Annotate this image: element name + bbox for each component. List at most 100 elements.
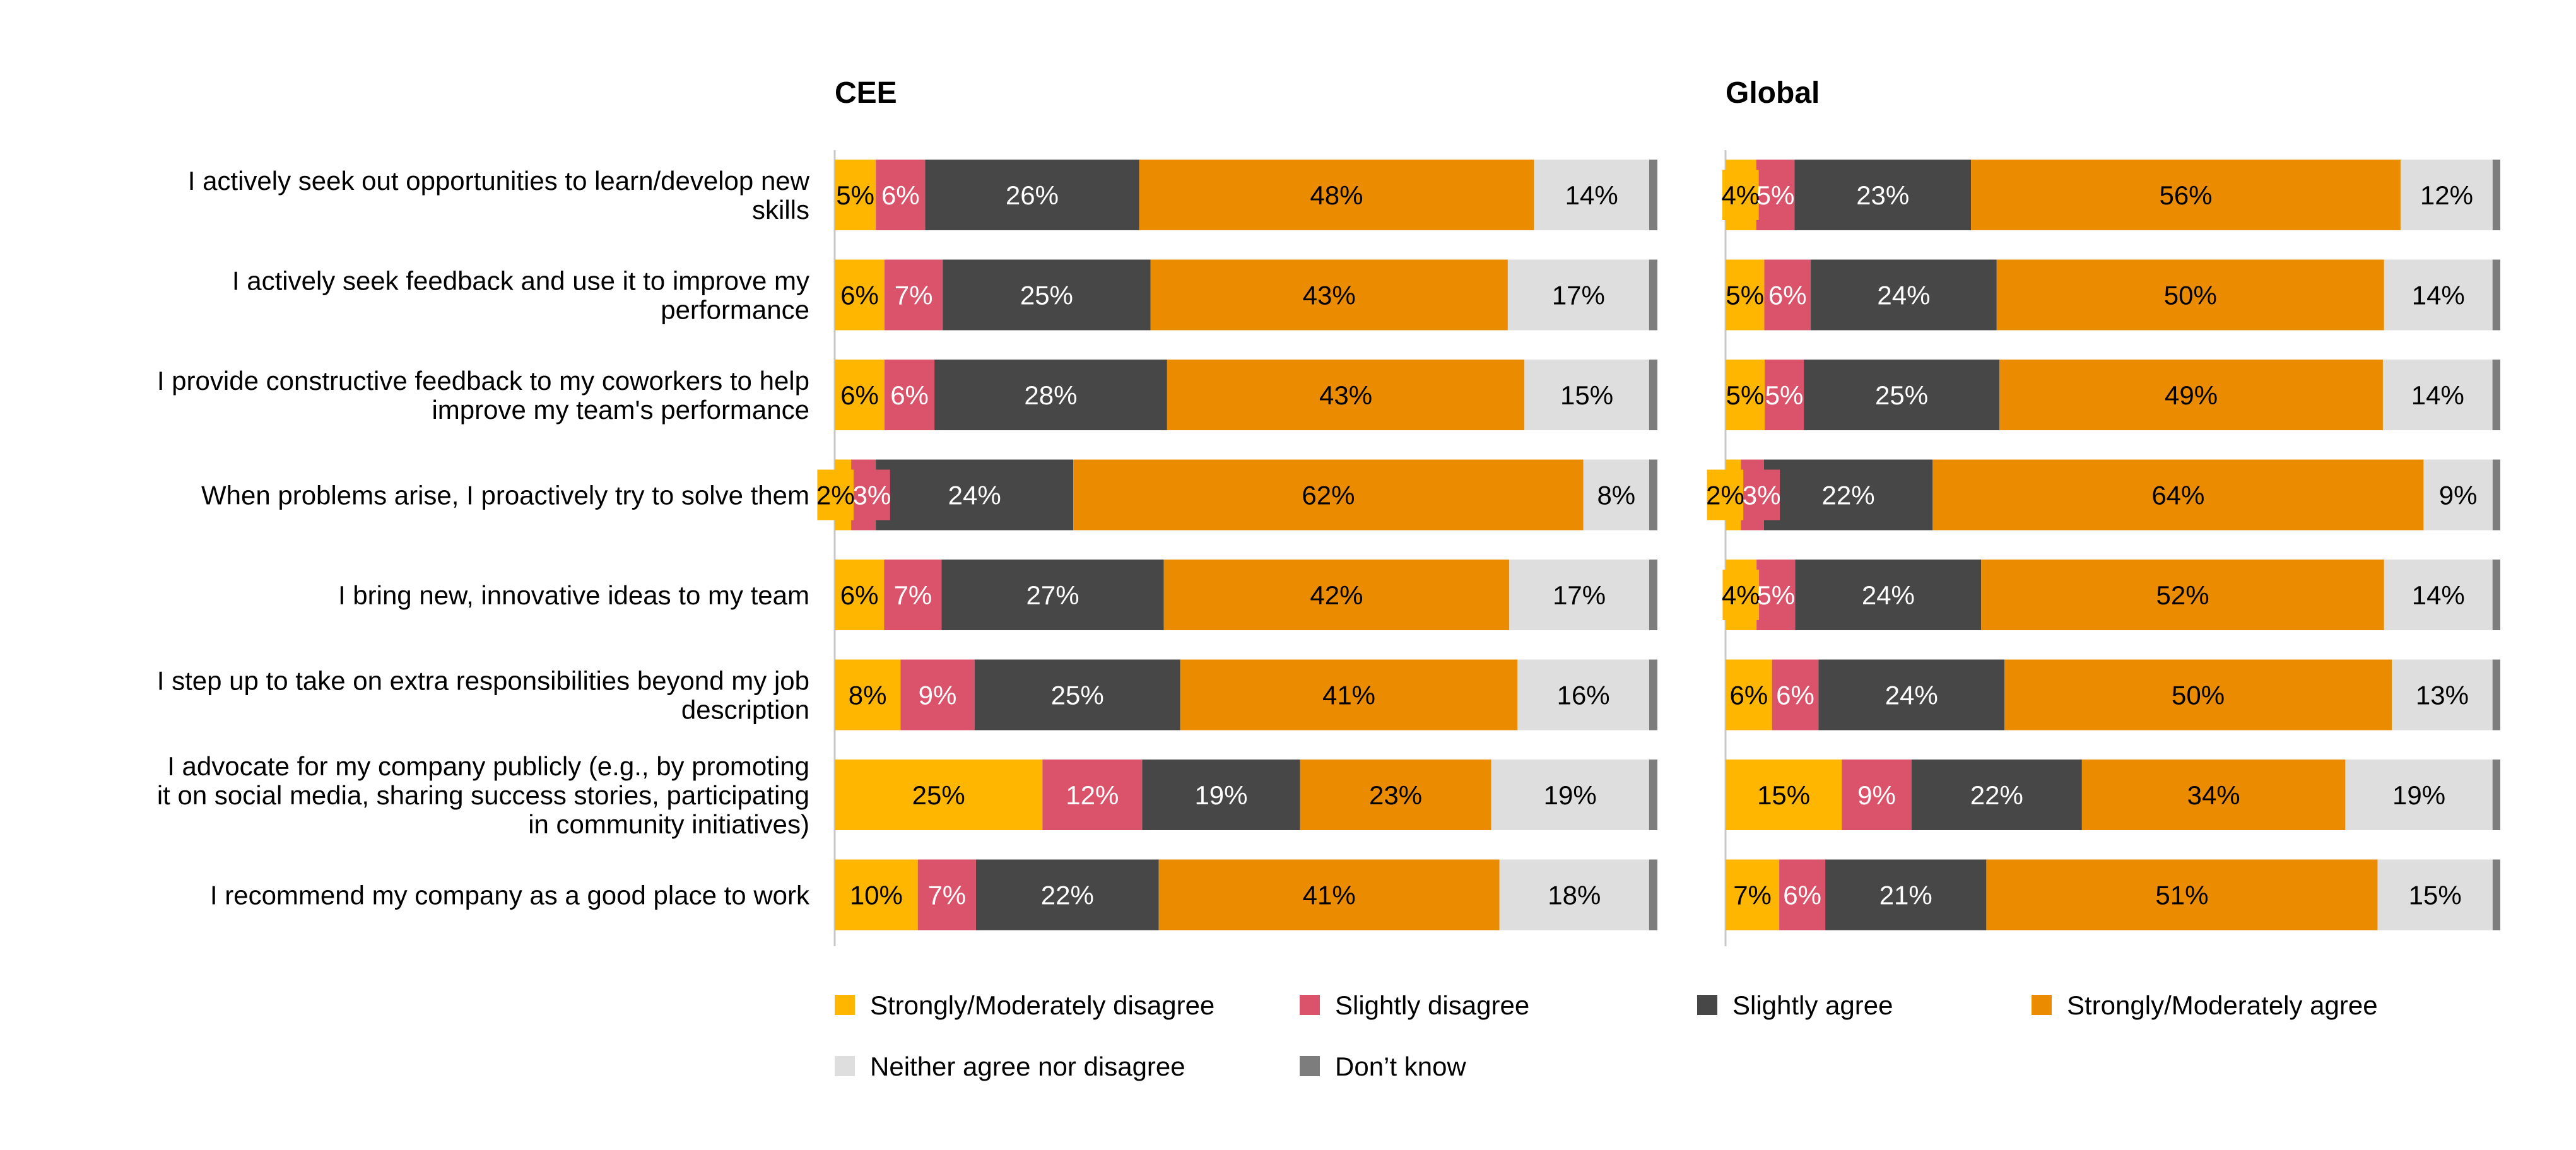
data-label: 17%: [1553, 580, 1606, 610]
legend-label: Don’t know: [1335, 1052, 1466, 1081]
bar-segment: [1981, 560, 2384, 630]
bar-segment: [2384, 259, 2493, 331]
data-label-box: [817, 469, 854, 520]
data-label: 2%: [1706, 481, 1744, 510]
category-label: I actively seek feedback and use it to i…: [232, 266, 809, 296]
category-label: When problems arise, I proactively try t…: [201, 481, 809, 510]
data-label: 43%: [1303, 281, 1356, 310]
bar-segment: [1649, 160, 1657, 230]
data-label: 8%: [1597, 481, 1635, 510]
data-label: 24%: [1885, 681, 1938, 710]
bar-segment: [2081, 760, 2346, 830]
data-label: 17%: [1552, 281, 1605, 310]
bar-segment: [900, 659, 975, 730]
data-label: 4%: [1721, 180, 1760, 210]
data-label: 43%: [1319, 380, 1372, 410]
data-label: 22%: [1041, 881, 1094, 910]
panel-title: CEE: [835, 76, 897, 110]
data-label: 41%: [1303, 881, 1356, 910]
bar-segment: [835, 659, 901, 730]
category-label: I advocate for my company publicly (e.g.…: [167, 751, 809, 781]
bar-segment: [2492, 160, 2500, 230]
legend-swatch: [1300, 995, 1320, 1015]
bar-segment: [2377, 859, 2493, 930]
bar-segment: [876, 160, 926, 230]
data-label: 5%: [1726, 281, 1764, 310]
data-label: 6%: [840, 380, 879, 410]
data-label-box: [1707, 469, 1744, 520]
legend-swatch: [835, 1056, 855, 1076]
data-label: 64%: [2151, 481, 2204, 510]
data-label: 19%: [1544, 780, 1597, 810]
data-label: 7%: [1733, 881, 1772, 910]
data-label: 5%: [1765, 380, 1804, 410]
bar-segment: [975, 859, 1159, 930]
bar-segment: [1772, 659, 1819, 730]
data-label: 21%: [1879, 881, 1932, 910]
data-label: 10%: [850, 881, 903, 910]
data-label: 8%: [849, 681, 887, 710]
data-label: 6%: [840, 580, 879, 610]
data-label: 6%: [881, 180, 920, 210]
data-label: 26%: [1006, 180, 1059, 210]
bar-segment: [2345, 760, 2493, 830]
bar-segment: [943, 259, 1151, 331]
bar-segment: [1726, 859, 1780, 930]
data-label: 12%: [2420, 180, 2473, 210]
bar-segment: [2492, 459, 2500, 531]
data-label: 6%: [890, 380, 929, 410]
data-label: 25%: [1020, 281, 1073, 310]
category-label: I actively seek out opportunities to lea…: [188, 166, 810, 196]
bar-segment: [1986, 859, 2378, 930]
bar-segment: [835, 360, 885, 430]
category-label: improve my team's performance: [432, 395, 809, 425]
bar-segment: [835, 859, 918, 930]
bar-segment: [1524, 360, 1649, 430]
data-label: 52%: [2156, 580, 2209, 610]
bar-segment: [835, 760, 1043, 830]
data-label: 6%: [1768, 281, 1807, 310]
data-label: 4%: [1722, 580, 1760, 610]
legend-label: Strongly/Moderately agree: [2067, 990, 2378, 1020]
data-label: 27%: [1026, 580, 1079, 610]
data-label: 51%: [2155, 881, 2208, 910]
bar-segment: [885, 360, 935, 430]
bar-segment: [2492, 760, 2500, 830]
data-label: 15%: [2409, 881, 2462, 910]
bar-segment: [1649, 659, 1657, 730]
data-label: 34%: [2187, 780, 2240, 810]
data-label: 25%: [912, 780, 965, 810]
bar-segment: [1999, 360, 2383, 430]
legend-swatch: [1300, 1056, 1320, 1076]
category-label: I step up to take on extra responsibilit…: [157, 666, 809, 696]
data-label: 12%: [1066, 780, 1119, 810]
bar-segment: [1811, 259, 1997, 331]
data-label: 56%: [2159, 180, 2212, 210]
data-label: 50%: [2172, 681, 2225, 710]
bar-segment: [925, 160, 1139, 230]
bar-segment: [934, 360, 1167, 430]
category-label: I recommend my company as a good place t…: [210, 881, 810, 910]
data-label: 3%: [853, 481, 891, 510]
category-label: in community initiatives): [528, 809, 809, 839]
data-label: 9%: [919, 681, 957, 710]
legend-label: Neither agree nor disagree: [870, 1052, 1185, 1081]
bar-segment: [974, 659, 1180, 730]
data-label: 24%: [948, 481, 1001, 510]
data-label: 6%: [1729, 681, 1768, 710]
data-label: 25%: [1875, 380, 1928, 410]
data-label: 24%: [1877, 281, 1930, 310]
bar-segment: [1794, 160, 1972, 230]
data-label: 42%: [1310, 580, 1363, 610]
data-label-box: [1743, 469, 1780, 520]
data-label: 48%: [1310, 180, 1363, 210]
data-label: 22%: [1822, 481, 1875, 510]
bar-segment: [1499, 859, 1649, 930]
data-label: 6%: [840, 281, 879, 310]
category-label: it on social media, sharing success stor…: [157, 780, 809, 810]
bar-segment: [1649, 760, 1657, 830]
data-label: 13%: [2416, 681, 2469, 710]
bar-segment: [1073, 459, 1584, 531]
bar-segment: [2400, 160, 2493, 230]
data-label: 28%: [1024, 380, 1077, 410]
